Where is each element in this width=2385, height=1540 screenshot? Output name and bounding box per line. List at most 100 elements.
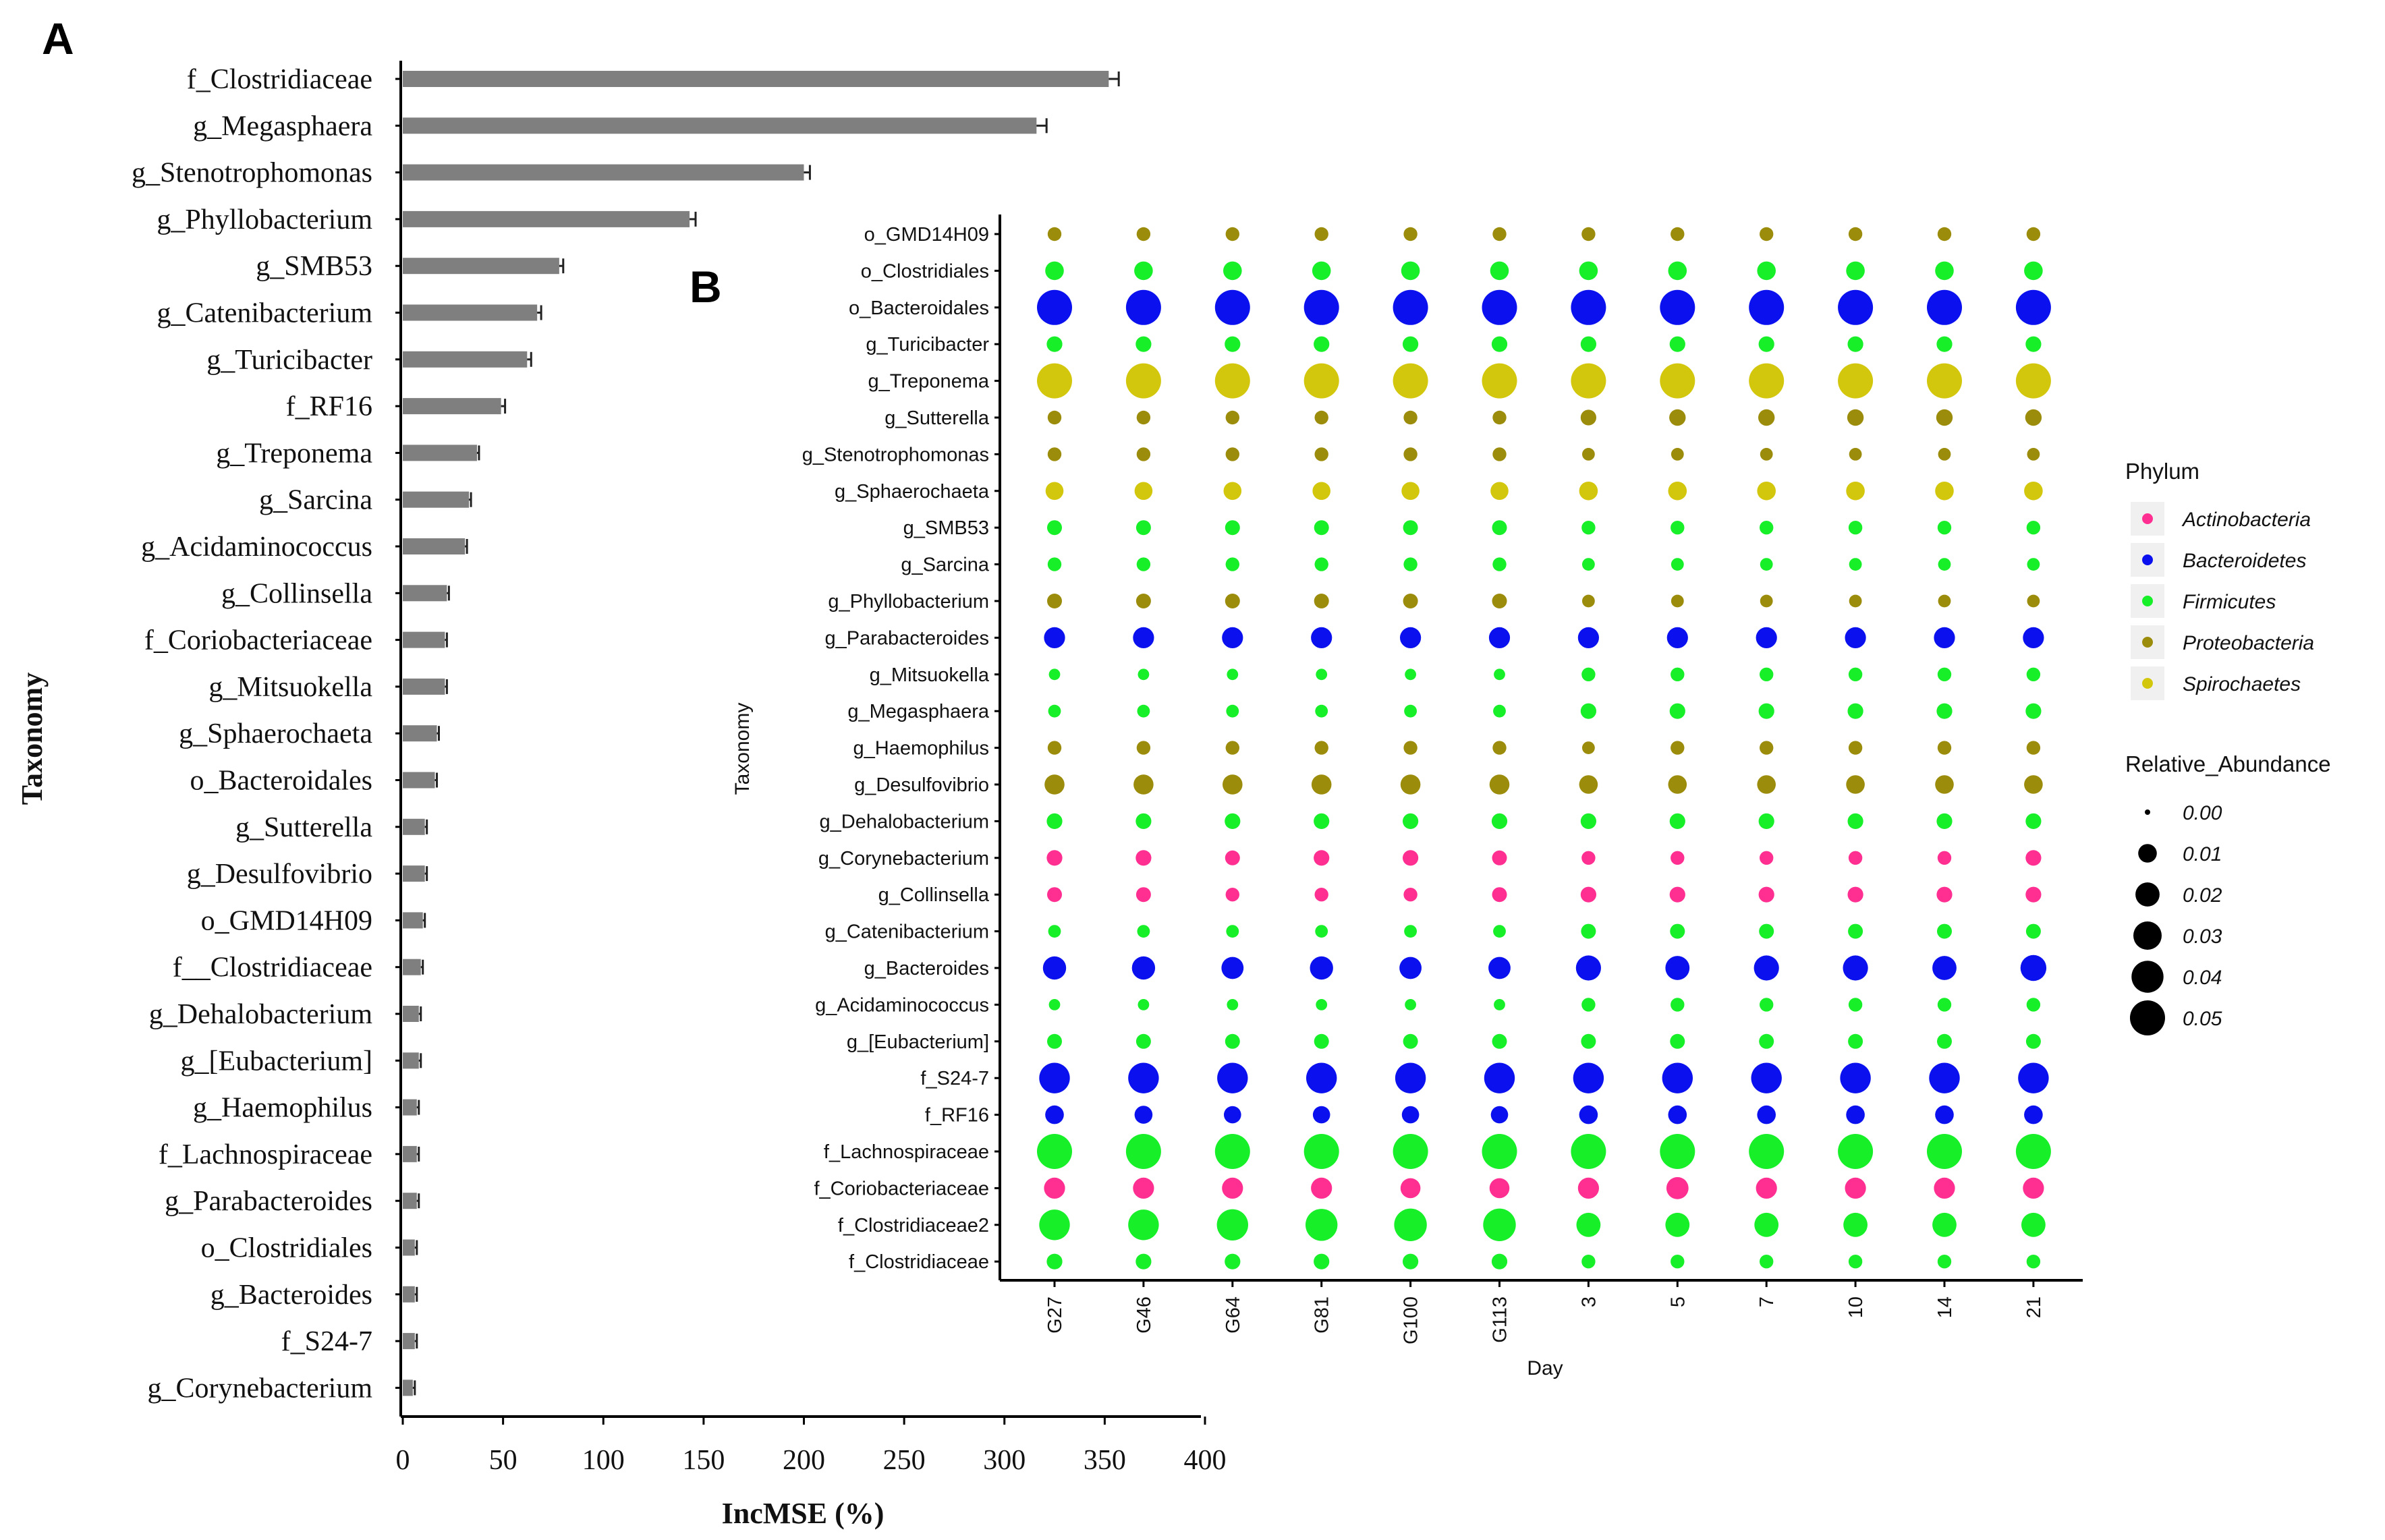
a-y-tick-label: g_Desulfovibrio [187,859,372,890]
b-bubble [1403,850,1419,866]
a-y-tick-label: g_Treponema [216,438,372,469]
b-bubble [1491,1253,1508,1270]
b-bubble [1314,1033,1329,1049]
a-bar [403,631,445,648]
b-bubble [1401,1106,1420,1124]
b-bubble [1047,1033,1062,1049]
b-bubble [2025,886,2042,903]
b-bubble [1577,1177,1599,1199]
b-bubble [1482,1134,1517,1169]
panel-a-bar-chart: f_Clostridiaceae g_Megasphaera g_Stenotrop… [16,61,1227,1530]
b-bubble [1671,227,1685,241]
a-y-tick-label: g_Sarcina [259,485,372,516]
legend-size-dot [2138,844,2157,863]
a-bar [403,1052,419,1069]
b-bubble [1312,482,1330,501]
a-y-tick-label: g_Turicibacter [206,345,372,376]
a-y-tick-label: g_Phyllobacterium [157,204,372,235]
b-bubble [1937,1255,1952,1269]
b-x-tick-label: 10 [1845,1296,1867,1318]
legend-key-dot [2142,554,2153,565]
b-bubble [1845,1177,1866,1199]
b-bubble [1405,999,1417,1010]
a-x-tick-label: 50 [489,1445,517,1476]
b-bubble [1492,227,1507,241]
b-bubble [1847,703,1863,719]
legend-size-dot [2135,882,2160,907]
b-bubble [1047,520,1062,536]
a-y-tick-label: g_Haemophilus [193,1093,372,1124]
b-bubble [1312,1106,1330,1124]
b-x-tick-label: 21 [2023,1296,2045,1318]
b-bubble [1666,627,1688,649]
b-bubble [1937,521,1952,535]
b-bubble [2025,703,2042,719]
b-bubble [1758,886,1774,903]
b-bubble [1669,703,1685,719]
b-y-tick-label: f_S24-7 [920,1068,989,1089]
b-bubble [1847,409,1864,426]
b-bubble [1938,448,1951,461]
b-bubble [1400,1178,1421,1199]
panel-b-bubble-chart: o_GMD14H09 o_Clostridiales o_Bacteroidales… [731,215,2083,1379]
b-bubble [1222,627,1243,649]
b-bubble [1135,813,1152,829]
b-bubble [1660,1134,1695,1169]
b-bubble [1484,1062,1515,1093]
b-bubble [1403,447,1418,461]
b-bubble [1581,521,1596,535]
b-bubble [1314,447,1328,461]
b-x-tick-label: G64 [1223,1296,1244,1334]
a-y-tick-label: f__Clostridiaceae [173,952,372,983]
b-bubble [2018,1062,2049,1093]
b-bubble [1756,1177,1777,1199]
b-y-tick-label: g_Acidaminococcus [815,994,989,1016]
a-bar [403,1193,417,1209]
legend-size-label: 0.04 [2183,967,2222,989]
b-bubble [1581,1033,1596,1049]
b-bubble [1927,289,1962,325]
b-bubble [1936,336,1953,352]
b-y-tick-label: g_SMB53 [903,517,989,539]
b-bubble [1671,448,1684,461]
b-bubble [1134,261,1153,281]
b-bubble [2015,363,2051,399]
b-bubble [1225,557,1240,571]
b-bubble [1136,447,1151,461]
b-bubble [1848,1033,1863,1049]
a-bar [403,398,501,415]
b-y-tick-label: f_Lachnospiraceae [824,1141,989,1163]
b-y-tick-label: g_Sutterella [885,407,990,429]
b-bubble [1048,925,1061,938]
legend-phylum-label: Actinobacteria [2181,509,2311,531]
b-bubble [1306,1062,1337,1093]
b-bubble [1222,1177,1243,1199]
b-y-tick-label: f_Clostridiaceae2 [838,1215,989,1236]
a-y-tick-label: g_[Eubacterium] [180,1046,372,1077]
b-bubble [1225,227,1240,241]
b-bubble [1671,741,1685,755]
b-bubble [1492,887,1507,903]
b-bubble [1401,482,1420,501]
b-bubble [1492,447,1507,461]
b-bubble [1937,741,1952,755]
legend-phylum-label: Spirochaetes [2183,673,2301,695]
b-bubble [1483,1208,1516,1242]
b-bubble [1223,482,1242,501]
b-bubble [1135,887,1151,903]
b-bubble [1490,1106,1509,1124]
b-bubble [1037,1134,1072,1169]
b-bubble [1749,363,1785,399]
b-bubble [1938,594,1951,608]
b-bubble [1494,668,1505,681]
b-y-tick-label: g_Treponema [868,371,990,393]
a-y-tick-label: g_Megasphaera [193,111,372,142]
b-bubble [1760,851,1774,865]
b-bubble [1840,1062,1871,1093]
b-bubble [2015,1134,2051,1169]
b-bubble [1224,1106,1241,1124]
b-bubble [1393,1134,1428,1169]
b-bubble [1668,261,1687,281]
b-bubble [1137,704,1150,718]
